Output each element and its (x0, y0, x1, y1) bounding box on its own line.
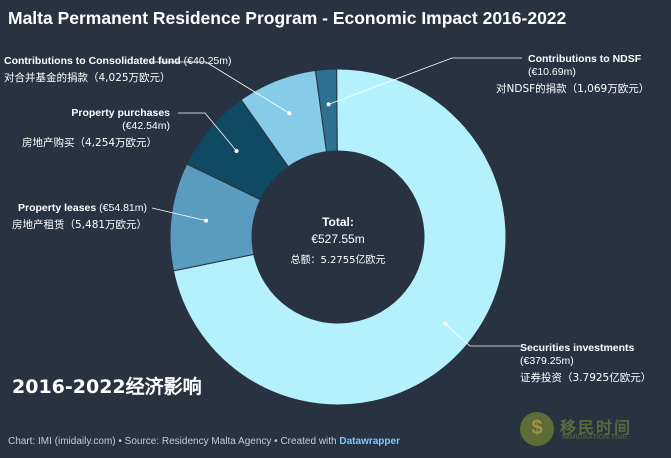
label-consolidated-name: Contributions to Consolidated fund (4, 55, 181, 67)
label-leases: Property leases (€54.81m) 房地产租赁（5,481万欧元… (12, 202, 147, 232)
watermark-subtext: IMMIGRATION TIME (562, 434, 628, 441)
center-total: Total: €527.55m 总额：5.2755亿欧元 (268, 214, 408, 269)
watermark-text: 移民时间 (560, 418, 633, 437)
label-leases-name: Property leases (18, 202, 97, 214)
label-securities-value: (€379.25m) (520, 355, 574, 367)
source-text: Chart: IMI (imidaily.com) • Source: Resi… (8, 436, 340, 447)
center-total-cn: 总额：5.2755亿欧元 (290, 255, 386, 266)
leader-line-securities (445, 323, 520, 347)
label-purchases: Property purchases (€42.54m) 房地产购买（4,254… (22, 107, 170, 150)
leader-line-purchases (178, 112, 237, 152)
center-total-value: €527.55m (311, 232, 365, 246)
label-consolidated-cn: 对合并基金的捐款（4,025万欧元） (4, 72, 171, 84)
label-ndsf-cn: 对NDSF的捐款（1,069万欧元） (496, 83, 650, 95)
label-ndsf-name: Contributions to NDSF (528, 53, 642, 65)
label-leases-value: (€54.81m) (99, 202, 147, 214)
leader-line-consolidated (150, 61, 290, 114)
leader-line-leases (151, 207, 207, 222)
watermark-logo-icon: $ (520, 412, 554, 446)
label-securities-cn: 证券投资（3.7925亿欧元） (520, 372, 652, 384)
leader-lines (150, 57, 522, 347)
label-ndsf-value: (€10.69m) (528, 66, 576, 78)
datawrapper-link[interactable]: Datawrapper (339, 436, 400, 447)
watermark-logo-glyph: $ (531, 417, 543, 439)
label-leases-cn: 房地产租赁（5,481万欧元） (12, 219, 148, 231)
source-credit: Chart: IMI (imidaily.com) • Source: Resi… (8, 436, 400, 447)
label-ndsf: Contributions to NDSF (€10.69m) 对NDSF的捐款… (496, 53, 649, 96)
label-purchases-value: (€42.54m) (122, 120, 170, 132)
chart-title: Malta Permanent Residence Program - Econ… (8, 8, 567, 28)
label-purchases-cn: 房地产购买（4,254万欧元） (22, 137, 158, 149)
label-securities-name: Securities investments (520, 342, 635, 354)
leader-line-ndsf (328, 57, 522, 105)
subtitle-cn: 2016-2022经济影响 (12, 376, 202, 398)
label-consolidated: Contributions to Consolidated fund (€40.… (4, 55, 232, 85)
label-securities: Securities investments (€379.25m) 证券投资（3… (520, 342, 651, 385)
center-total-label: Total: (322, 215, 354, 229)
slice-consolidated[interactable] (240, 69, 327, 168)
label-consolidated-value: (€40.25m) (183, 55, 232, 67)
label-purchases-name: Property purchases (71, 107, 170, 119)
slice-securities[interactable] (172, 68, 507, 406)
